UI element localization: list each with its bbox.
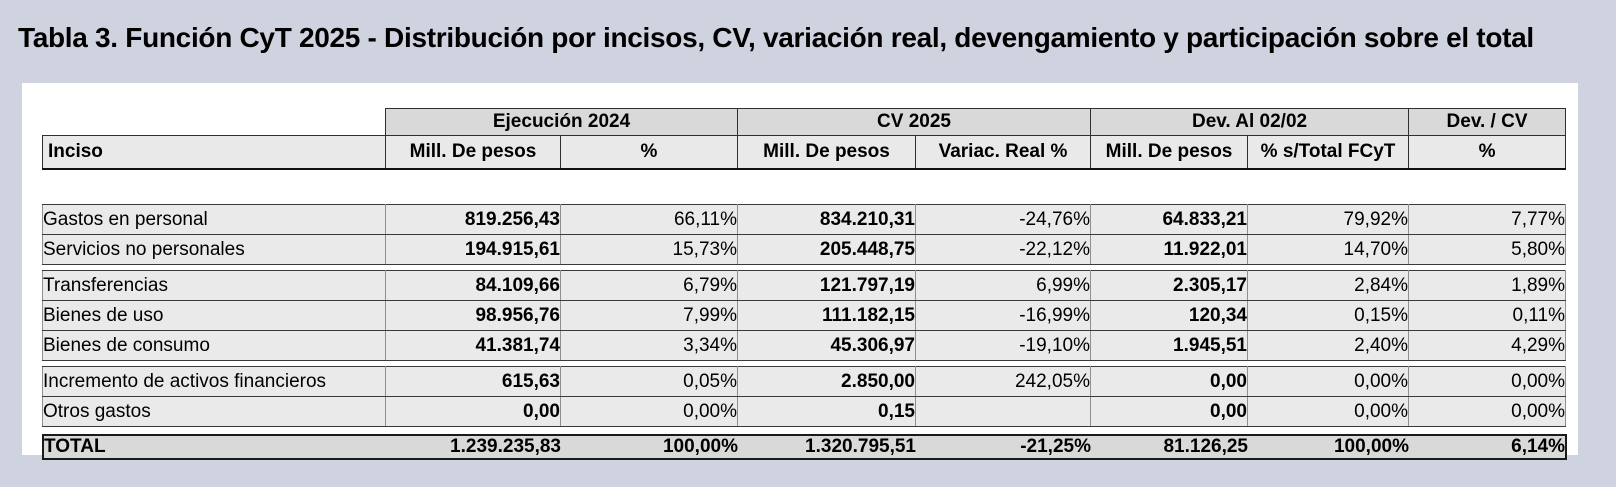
row-label: Servicios no personales: [42, 234, 386, 265]
row-label: Otros gastos: [42, 396, 386, 427]
column-header-pct-total-fcyt: % s/Total FCyT: [1247, 135, 1410, 170]
colgroup-cv-2025: CV 2025: [737, 108, 1092, 136]
table-cell: 0,00: [1090, 396, 1248, 427]
table-cell: 2.305,17: [1090, 270, 1248, 301]
table-panel: Ejecución 2024 CV 2025 Dev. Al 02/02 Dev…: [22, 83, 1578, 460]
colgroup-ejecucion-2024: Ejecución 2024: [384, 108, 739, 136]
row-group-3: Incremento de activos financieros 615,63…: [42, 366, 1566, 427]
table-cell: 0,15%: [1247, 300, 1409, 331]
colgroup-dev-al-0202: Dev. Al 02/02: [1090, 108, 1410, 136]
table-cell: 0,00%: [1247, 366, 1409, 397]
row-label: Incremento de activos financieros: [42, 366, 386, 397]
table-cell: 0,15: [737, 396, 916, 427]
table-cell: 84.109,66: [385, 270, 561, 301]
table-cell: 2.850,00: [737, 366, 916, 397]
table-cell: 6,14%: [1409, 435, 1566, 459]
table-cell-highlighted: 1,89%: [1408, 270, 1566, 301]
table-cell: 2,84%: [1247, 270, 1409, 301]
table-cell: 0,00%: [560, 396, 738, 427]
table-row: Bienes de uso 98.956,76 7,99% 111.182,15…: [42, 300, 1566, 331]
table-cell: 0,00%: [1247, 396, 1409, 427]
row-label: Bienes de consumo: [42, 330, 386, 361]
table-row: Transferencias 84.109,66 6,79% 121.797,1…: [42, 270, 1566, 301]
table-cell: 819.256,43: [385, 204, 561, 235]
table-cell: 41.381,74: [385, 330, 561, 361]
table-cell: 98.956,76: [385, 300, 561, 331]
table-row-total: TOTAL 1.239.235,83 100,00% 1.320.795,51 …: [43, 435, 1566, 459]
table-cell: 81.126,25: [1091, 435, 1248, 459]
table-cell: 0,00%: [1408, 366, 1566, 397]
row-label: Transferencias: [42, 270, 386, 301]
table-cell-highlighted: 4,29%: [1408, 330, 1566, 361]
table-cell: 45.306,97: [737, 330, 916, 361]
row-group-2: Transferencias 84.109,66 6,79% 121.797,1…: [42, 270, 1566, 361]
column-header-variac-real: Variac. Real %: [915, 135, 1092, 170]
table-cell: 242,05%: [915, 366, 1091, 397]
table-cell: 121.797,19: [737, 270, 916, 301]
table-cell: 15,73%: [560, 234, 738, 265]
table-row: Otros gastos 0,00 0,00% 0,15 0,00 0,00% …: [42, 396, 1566, 427]
table-cell: 100,00%: [561, 435, 738, 459]
column-header-mill-pesos-cv: Mill. De pesos: [737, 135, 917, 170]
row-label: Bienes de uso: [42, 300, 386, 331]
table-cell: 0,00: [1090, 366, 1248, 397]
table-cell: 0,00: [385, 396, 561, 427]
column-header-mill-pesos-dev: Mill. De pesos: [1090, 135, 1249, 170]
table-cell: 120,34: [1090, 300, 1248, 331]
table-cell: 2,40%: [1247, 330, 1409, 361]
table-cell: 11.922,01: [1090, 234, 1248, 265]
table-cell: 205.448,75: [737, 234, 916, 265]
table-cell-highlighted: 79,92%: [1247, 204, 1409, 235]
table-row: Incremento de activos financieros 615,63…: [42, 366, 1566, 397]
table-cell: 1.945,51: [1090, 330, 1248, 361]
table-cell-highlighted: 14,70%: [1247, 234, 1409, 265]
table-cell: 6,79%: [560, 270, 738, 301]
column-header-pct-ej: %: [559, 135, 739, 170]
column-header-mill-pesos-ej: Mill. De pesos: [385, 135, 561, 170]
row-group-1: Gastos en personal 819.256,43 66,11% 834…: [42, 204, 1566, 265]
header-spacer: [43, 109, 386, 136]
table-cell: 64.833,21: [1090, 204, 1248, 235]
table-cell: 1.239.235,83: [386, 435, 561, 459]
table-cell: 66,11%: [560, 204, 738, 235]
column-header-pct-dev-cv: %: [1408, 135, 1567, 170]
table-cell: 0,05%: [560, 366, 738, 397]
table-cell: -19,10%: [915, 330, 1091, 361]
row-label: Gastos en personal: [42, 204, 386, 235]
column-group-row: Ejecución 2024 CV 2025 Dev. Al 02/02 Dev…: [43, 108, 1567, 136]
table-cell: -21,25%: [916, 435, 1091, 459]
table-cell: 6,99%: [915, 270, 1091, 301]
table-cell: 7,99%: [560, 300, 738, 331]
header-table: Ejecución 2024 CV 2025 Dev. Al 02/02 Dev…: [42, 108, 1567, 170]
table-cell: 194.915,61: [385, 234, 561, 265]
table-row: Bienes de consumo 41.381,74 3,34% 45.306…: [42, 330, 1566, 361]
table-cell: 7,77%: [1408, 204, 1566, 235]
table-cell: 0,00%: [1408, 396, 1566, 427]
table-cell: 834.210,31: [737, 204, 916, 235]
table-cell: 1.320.795,51: [738, 435, 916, 459]
table-cell: 111.182,15: [737, 300, 916, 331]
table-cell: 615,63: [385, 366, 561, 397]
page-title: Tabla 3. Función CyT 2025 - Distribución…: [18, 22, 1534, 53]
table-cell: -16,99%: [915, 300, 1091, 331]
data-table: Ejecución 2024 CV 2025 Dev. Al 02/02 Dev…: [42, 108, 1567, 460]
column-header-inciso: Inciso: [42, 135, 386, 170]
table-cell: 5,80%: [1408, 234, 1566, 265]
colgroup-dev-cv: Dev. / CV: [1408, 108, 1567, 136]
table-cell-empty: [915, 396, 1091, 427]
table-row: Servicios no personales 194.915,61 15,73…: [42, 234, 1566, 265]
table-cell-highlighted: -22,12%: [915, 234, 1091, 265]
total-label: TOTAL: [43, 435, 386, 459]
table-cell-highlighted: 0,11%: [1408, 300, 1566, 331]
table-cell-highlighted: -24,76%: [915, 204, 1091, 235]
table-row: Gastos en personal 819.256,43 66,11% 834…: [42, 204, 1566, 235]
table-cell: 3,34%: [560, 330, 738, 361]
total-row: TOTAL 1.239.235,83 100,00% 1.320.795,51 …: [42, 434, 1567, 460]
column-header-row: Inciso Mill. De pesos % Mill. De pesos V…: [42, 135, 1567, 170]
table-cell: 100,00%: [1248, 435, 1409, 459]
